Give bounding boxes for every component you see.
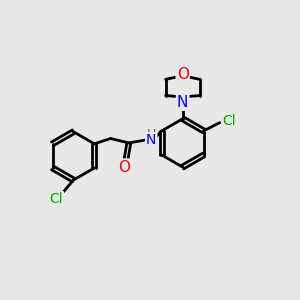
Text: N: N <box>177 95 188 110</box>
Text: Cl: Cl <box>50 192 63 206</box>
Text: H: H <box>146 128 156 141</box>
Text: N: N <box>146 133 156 147</box>
Text: Cl: Cl <box>222 114 236 128</box>
Text: O: O <box>177 67 189 82</box>
Text: O: O <box>118 160 130 175</box>
